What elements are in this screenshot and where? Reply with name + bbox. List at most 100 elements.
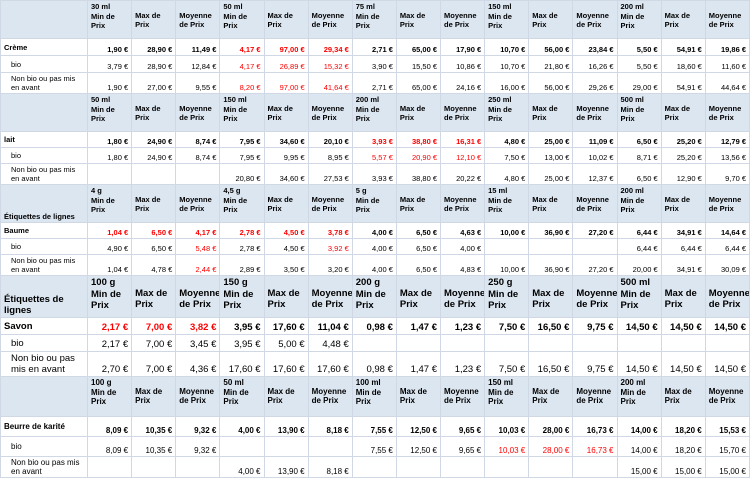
header-text: Max de Prix [267,11,293,29]
data-row: bio 4,90 €6,50 €5,48 €2,78 €4,50 €3,92 €4… [0,238,750,255]
price-cell: 6,50 € [131,238,177,255]
price-cell: 4,00 € [219,456,265,478]
price-cell [175,163,221,185]
header-text: Min de Prix [620,388,646,406]
price-cell: 2,78 € [219,238,265,255]
price-cell: 9,75 € [572,317,618,335]
price-cell [395,334,442,352]
header-text: Max de Prix [532,195,558,213]
data-row: Non bio ou pas mis en avant 1,90 €27,00 €… [0,72,750,94]
price-cell: 25,00 € [528,131,574,148]
header-text: Moyenne de Prix [311,195,345,213]
price-cell: 27,20 € [572,254,618,276]
data-row: lait 1,80 €24,90 €8,74 €7,95 €34,60 €20,1… [0,131,750,148]
price-cell: 15,00 € [704,456,750,478]
price-cell: 10,86 € [439,55,486,73]
price-cell: 9,32 € [175,436,221,457]
column-header: 150 ml Min de Prix [219,93,265,132]
column-header: 500 ml Min de Prix [616,275,662,318]
header-text: Min de Prix [488,12,512,30]
column-header: Moyenne de Prix [175,376,221,417]
column-header: Moyenne de Prix [704,275,750,318]
column-header: 50 ml Min de Prix [219,0,265,39]
row-label: Non bio ou pas mis en avant [0,254,88,276]
header-text: Moyenne de Prix [179,104,212,122]
price-cell: 97,00 € [263,72,309,94]
price-cell: 29,26 € [572,72,618,94]
data-row: Non bio ou pas mis en avant 1,04 €4,78 €2… [0,254,750,276]
price-cell [439,334,486,352]
size-label: 150 ml [488,378,514,387]
price-cell: 10,02 € [572,147,618,164]
price-cell: 11,09 € [572,131,618,148]
header-text: Moyenne de Prix [708,288,750,310]
column-header: Max de Prix [395,275,442,318]
price-cell: 8,95 € [307,147,353,164]
size-label: 150 ml [488,2,512,11]
column-header: Max de Prix [528,376,574,417]
price-cell: 6,44 € [660,238,706,255]
header-text: Moyenne de Prix [708,387,744,405]
row-label: bio [0,147,88,164]
price-cell: 3,95 € [219,334,265,352]
column-header: 30 ml Min de Prix [86,0,133,39]
header-text: Min de Prix [620,105,645,123]
price-cell [86,456,133,478]
price-cell: 2,71 € [351,72,397,94]
header-text: Max de Prix [664,104,691,122]
header-text: Max de Prix [267,104,293,122]
column-header: 200 ml Min de Prix [351,93,397,132]
price-cell: 25,20 € [660,131,706,148]
column-header: Moyenne de Prix [307,93,353,132]
column-header: 200 ml Min de Prix [616,0,662,39]
price-cell: 4,17 € [219,38,265,56]
price-cell: 25,00 € [528,163,574,185]
column-header: Moyenne de Prix [704,376,750,417]
column-header: Max de Prix [660,0,706,39]
price-cell: 8,74 € [175,131,221,148]
header-text: Max de Prix [267,387,295,405]
price-cell: 20,22 € [439,163,486,185]
price-cell: 6,44 € [704,238,750,255]
price-cell: 15,32 € [307,55,353,73]
price-cell: 9,65 € [439,416,486,437]
price-cell: 12,90 € [660,163,706,185]
header-text: Max de Prix [532,387,560,405]
price-cell: 38,80 € [395,131,442,148]
price-cell: 5,50 € [616,38,662,56]
price-cell: 7,55 € [351,436,397,457]
price-cell: 36,90 € [528,222,574,239]
header-text: Moyenne de Prix [311,387,347,405]
column-header: Max de Prix [263,184,309,223]
column-header: Max de Prix [263,0,309,39]
price-cell: 1,23 € [439,351,486,377]
column-header: Moyenne de Prix [439,184,486,223]
column-header: Moyenne de Prix [439,275,486,318]
column-header: Max de Prix [528,0,574,39]
header-text: Min de Prix [223,388,249,406]
price-cell: 14,00 € [616,416,662,437]
price-cell: 14,00 € [616,436,662,457]
header-text: Moyenne de Prix [576,195,609,213]
header-text: Max de Prix [664,387,692,405]
price-cell: 27,20 € [572,222,618,239]
size-label: 100 ml [355,378,381,387]
price-cell: 17,60 € [307,351,353,377]
header-text: Moyenne de Prix [311,104,345,122]
column-header: Max de Prix [395,0,442,39]
header-text: Min de Prix [488,289,519,311]
price-cell: 1,23 € [439,317,486,335]
column-header: 4 g Min de Prix [86,184,133,223]
price-cell: 29,00 € [616,72,662,94]
row-label: Non bio ou pas mis en avant [0,163,88,185]
price-cell: 2,70 € [86,351,133,377]
price-cell: 28,00 € [528,436,574,457]
size-label: 200 ml [620,378,646,387]
column-header: 50 ml Min de Prix [219,376,265,417]
row-label: bio [0,238,88,255]
header-text: Max de Prix [664,288,697,310]
price-cell [572,456,618,478]
header-text: Moyenne de Prix [576,11,609,29]
